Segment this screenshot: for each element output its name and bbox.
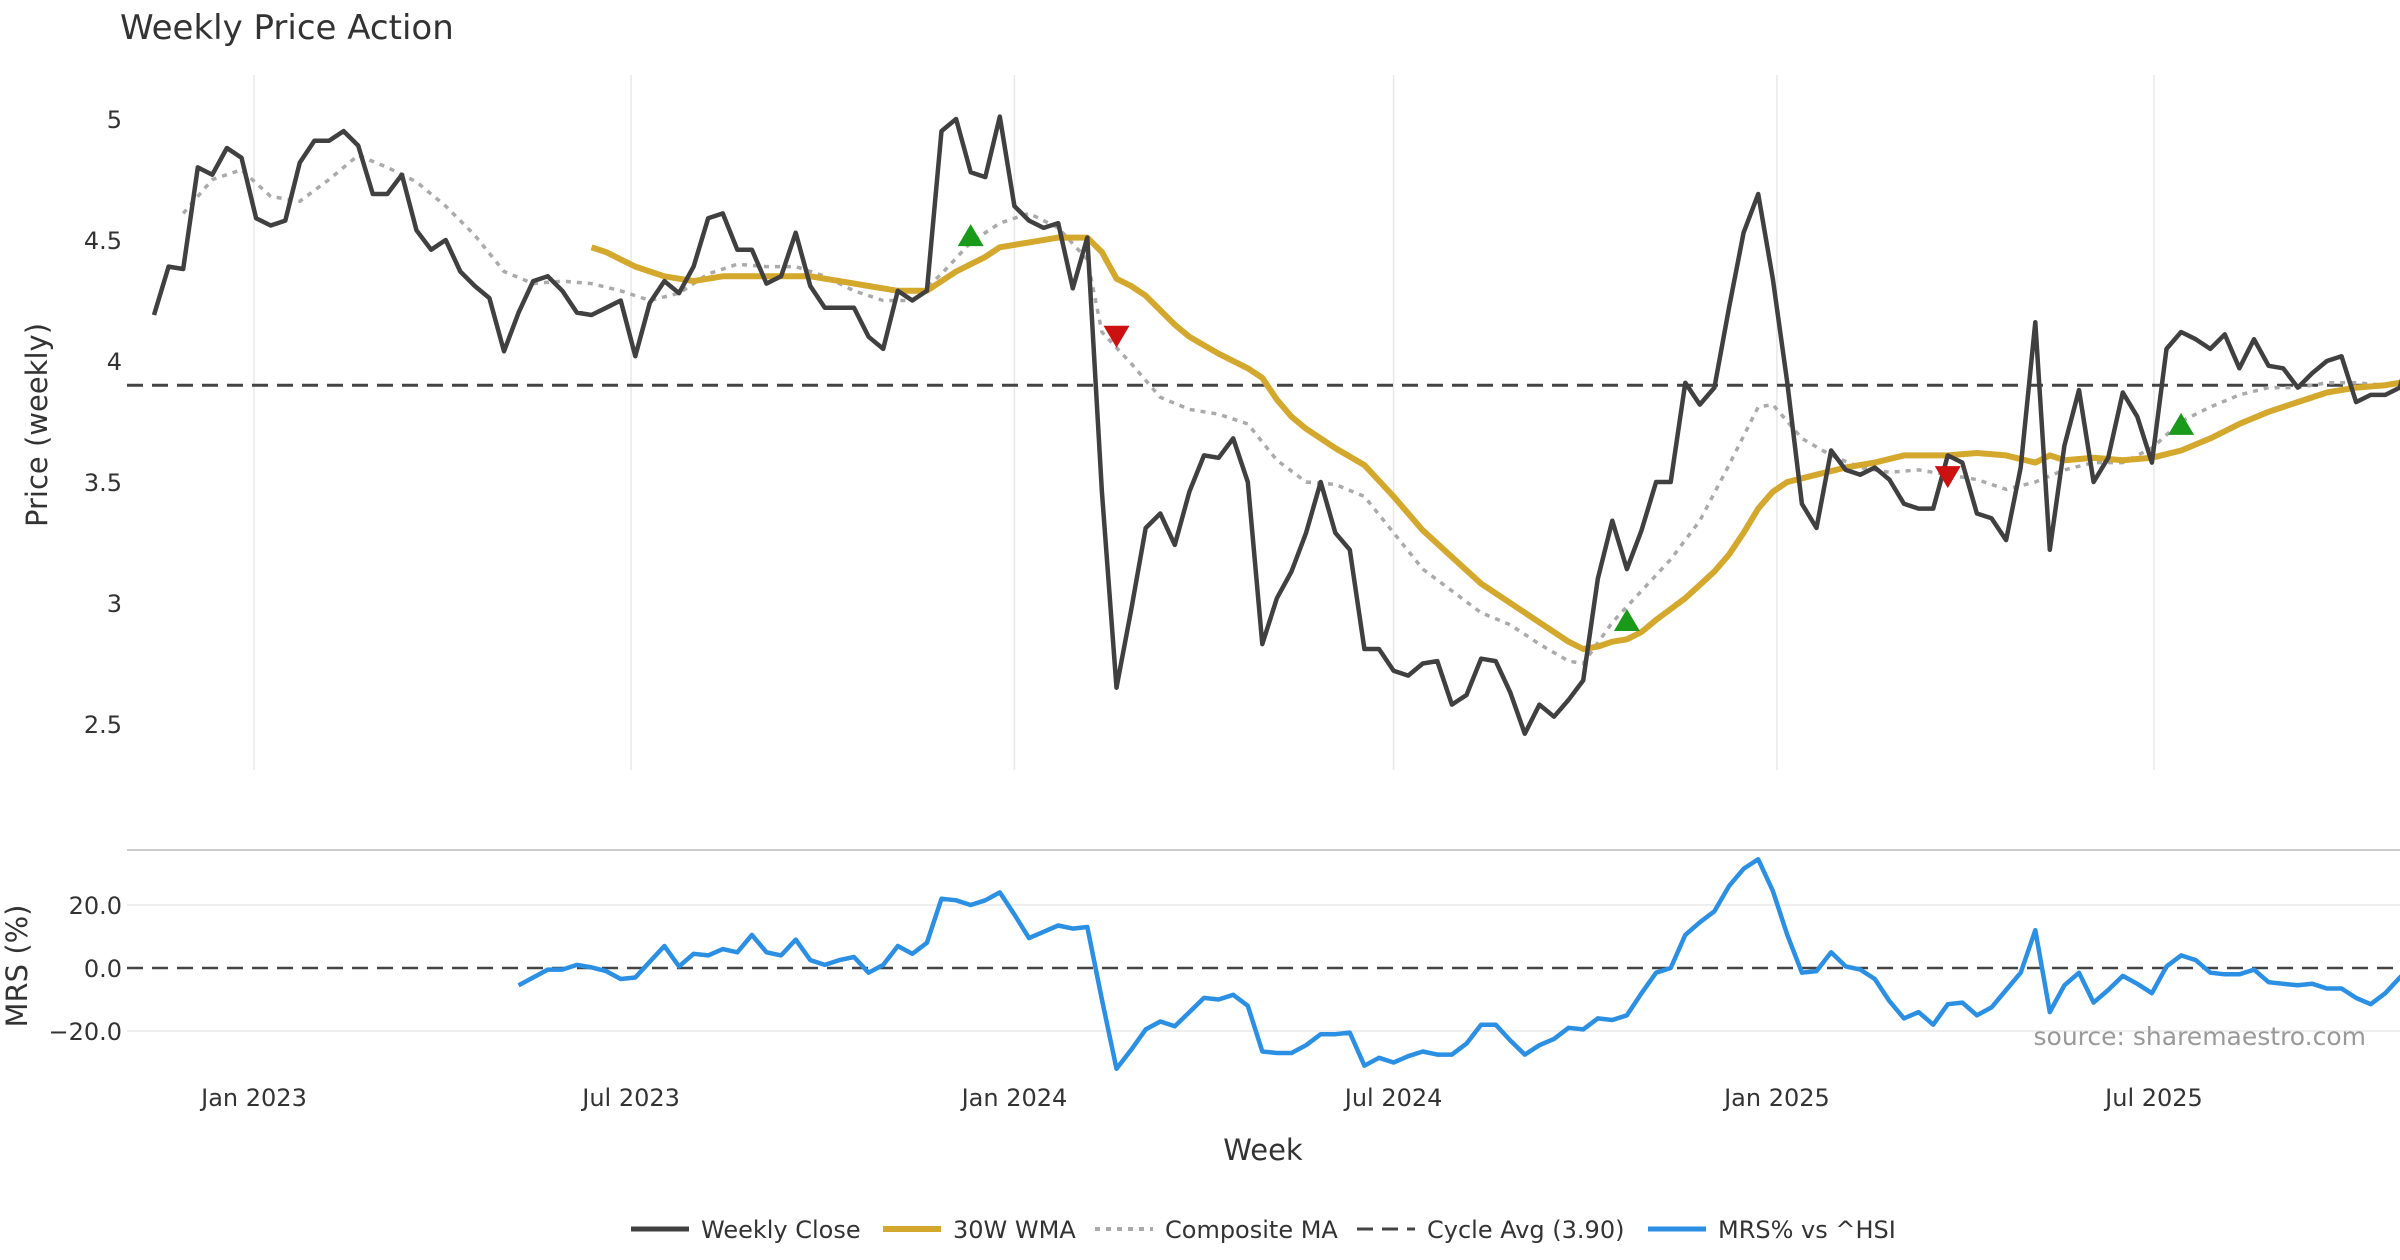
x-tick-label: Jan 2025 bbox=[1722, 1084, 1830, 1112]
x-axis-ticks: Jan 2023 Jul 2023 Jan 2024 Jul 2024 Jan 2025… bbox=[199, 1084, 2203, 1112]
buy-signal-marker bbox=[957, 224, 984, 247]
x-tick-label: Jul 2024 bbox=[1343, 1084, 1443, 1112]
x-tick-label: Jul 2023 bbox=[580, 1084, 680, 1112]
x-tick-label: Jan 2023 bbox=[199, 1084, 307, 1112]
signal-markers bbox=[957, 224, 2195, 631]
price-vertical-gridlines bbox=[253, 75, 2155, 770]
source-note: source: sharemaestro.com bbox=[2034, 1022, 2367, 1051]
price-y-ticks: 2.5 3 3.5 4 4.5 5 bbox=[84, 106, 122, 739]
price-y-tick-label: 4 bbox=[107, 348, 122, 376]
legend-label: MRS% vs ^HSI bbox=[1718, 1216, 1896, 1244]
mrs-y-tick-label: −20.0 bbox=[48, 1018, 122, 1046]
mrs-y-ticks: 20.0 0.0 −20.0 bbox=[48, 892, 122, 1046]
weekly-close-line bbox=[151, 114, 2400, 736]
mrs-line bbox=[517, 857, 2400, 1072]
wma-30w-line bbox=[590, 234, 2400, 652]
mrs-y-axis-label: MRS (%) bbox=[0, 905, 34, 1028]
buy-signal-marker bbox=[2168, 412, 2195, 435]
mrs-horizontal-gridlines bbox=[127, 904, 2400, 1032]
legend: Weekly Close 30W WMA Composite MA Cycle Avg… bbox=[631, 1216, 1896, 1244]
x-tick-label: Jan 2024 bbox=[960, 1084, 1068, 1112]
buy-signal-marker bbox=[1613, 608, 1640, 631]
price-y-tick-label: 3 bbox=[107, 590, 122, 618]
x-axis-label: Week bbox=[1223, 1133, 1303, 1167]
mrs-y-tick-label: 0.0 bbox=[84, 955, 122, 983]
price-y-tick-label: 3.5 bbox=[84, 469, 122, 497]
mrs-y-tick-label: 20.0 bbox=[69, 892, 122, 920]
price-y-tick-label: 2.5 bbox=[84, 711, 122, 739]
legend-label: Weekly Close bbox=[701, 1216, 861, 1244]
composite-ma-line bbox=[181, 153, 2400, 666]
x-tick-label: Jul 2025 bbox=[2103, 1084, 2203, 1112]
legend-label: Composite MA bbox=[1165, 1216, 1338, 1244]
sell-signal-marker bbox=[1103, 325, 1130, 348]
chart-title: Weekly Price Action bbox=[120, 8, 454, 48]
price-y-tick-label: 4.5 bbox=[84, 227, 122, 255]
price-y-axis-label: Price (weekly) bbox=[20, 323, 54, 527]
sell-signal-marker bbox=[1934, 466, 1961, 489]
price-y-tick-label: 5 bbox=[107, 106, 122, 134]
legend-label: Cycle Avg (3.90) bbox=[1427, 1216, 1624, 1244]
legend-label: 30W WMA bbox=[953, 1216, 1076, 1244]
